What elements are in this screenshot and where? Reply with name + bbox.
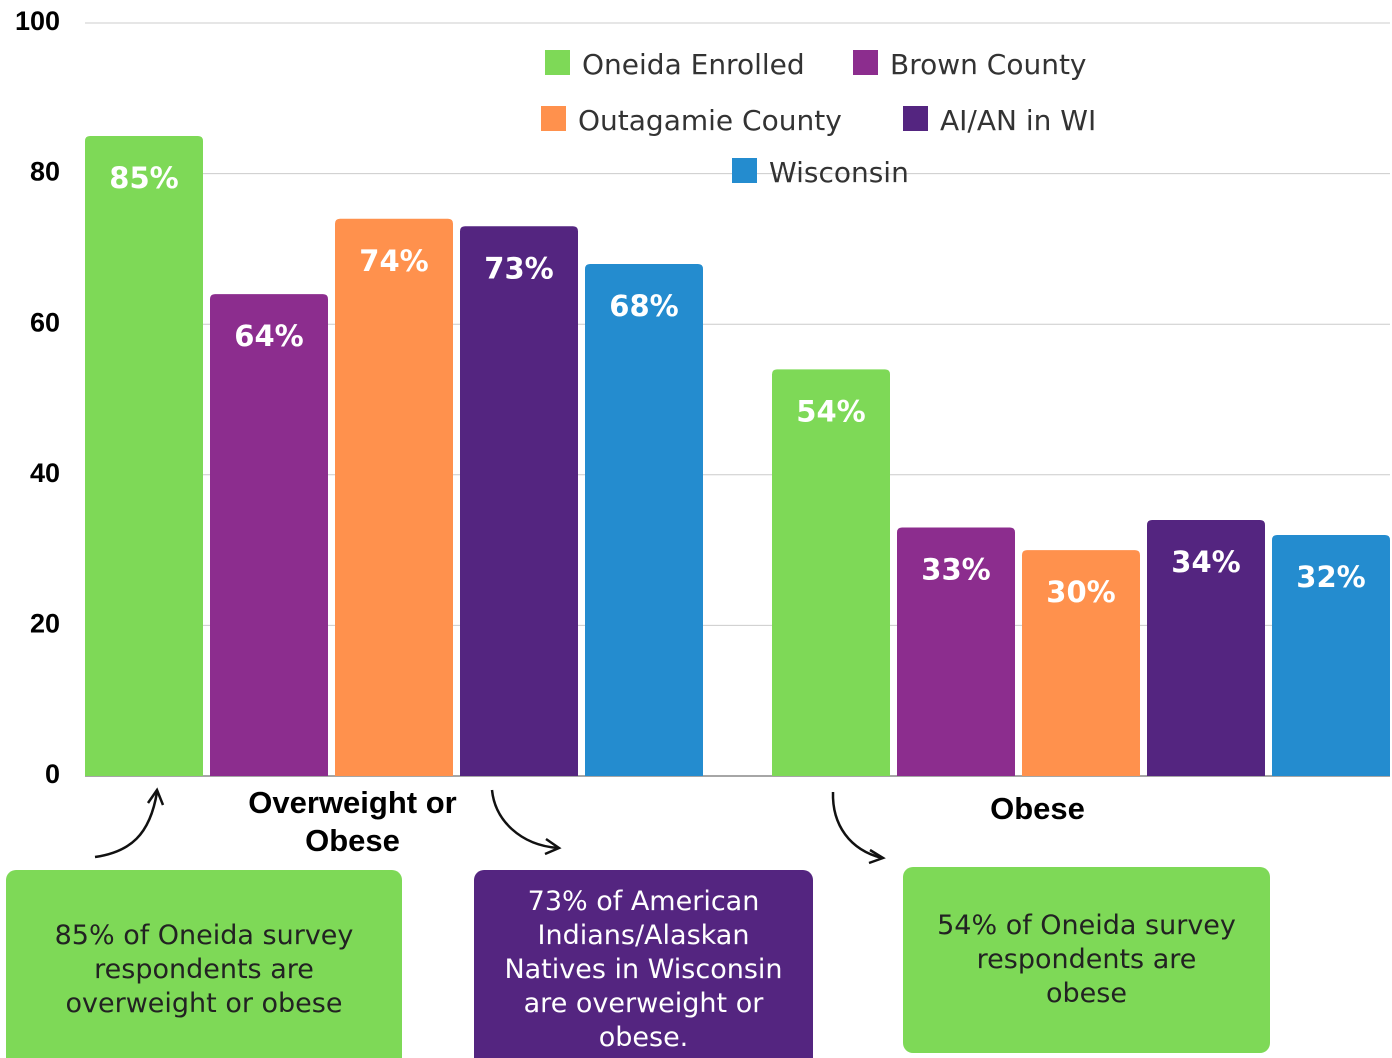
value-label: 54% [796, 394, 865, 428]
bar [335, 218, 453, 776]
bar [1022, 550, 1140, 776]
legend-swatch [545, 50, 570, 75]
y-tick-label: 40 [30, 458, 60, 488]
y-tick-label: 20 [30, 609, 60, 639]
bar [897, 527, 1015, 776]
value-label: 30% [1046, 575, 1115, 609]
bar [1147, 519, 1265, 776]
value-label: 74% [359, 244, 428, 278]
legend-label: Oneida Enrolled [582, 48, 805, 81]
value-label: 85% [109, 161, 178, 195]
bar [772, 369, 890, 776]
x-tick-label: Obese [990, 791, 1085, 826]
arrow-head [544, 837, 562, 856]
legend-swatch [732, 158, 757, 183]
annotation-box: 85% of Oneida survey respondents are ove… [6, 870, 402, 1058]
bar [585, 263, 703, 777]
value-label: 64% [234, 319, 303, 353]
arrow [490, 789, 559, 850]
value-label: 33% [921, 553, 990, 587]
value-label: 68% [609, 289, 678, 323]
value-label: 73% [484, 251, 553, 285]
annotation-text: 54% of Oneida survey respondents are obe… [937, 910, 1236, 1009]
annotation-text: 85% of Oneida survey respondents are ove… [54, 920, 354, 1019]
legend-swatch [853, 50, 878, 75]
y-tick-label: 80 [30, 157, 60, 187]
legend-label: AI/AN in WI [940, 104, 1096, 137]
annotation-box: 73% of American Indians/Alaskan Natives … [474, 870, 813, 1058]
value-label: 34% [1171, 545, 1240, 579]
y-tick-label: 100 [15, 6, 60, 36]
x-tick-label: Overweight or Obese [248, 785, 457, 858]
y-tick-label: 0 [45, 759, 60, 789]
value-label: 32% [1296, 560, 1365, 594]
legend-label: Wisconsin [769, 156, 909, 189]
arrow-head [146, 787, 165, 806]
legend-swatch [903, 106, 928, 131]
annotation-text: 73% of American Indians/Alaskan Natives … [504, 886, 783, 1053]
arrow [831, 791, 883, 860]
bar [1272, 535, 1390, 776]
legend-swatch [541, 106, 566, 131]
bar [85, 135, 203, 776]
legend-label: Outagamie County [578, 104, 842, 137]
arrow-head [868, 848, 886, 865]
annotation-box: 54% of Oneida survey respondents are obe… [903, 867, 1270, 1053]
arrows [94, 787, 886, 865]
y-tick-label: 60 [30, 307, 60, 337]
bar [460, 226, 578, 776]
arrow [94, 791, 159, 859]
bar [210, 294, 328, 776]
legend-label: Brown County [890, 48, 1087, 81]
